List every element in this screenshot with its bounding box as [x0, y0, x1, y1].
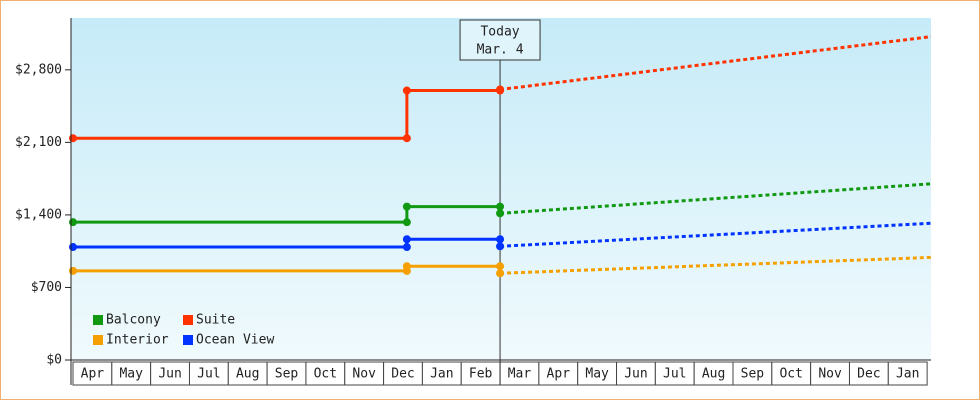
- x-tick-label: Jul: [663, 367, 686, 382]
- x-tick-label: Jan: [896, 367, 919, 382]
- forecast-point: [496, 209, 505, 218]
- forecast-line: [499, 182, 932, 215]
- x-tick-label: Feb: [469, 367, 493, 382]
- y-tick-label: $2,100: [15, 135, 62, 150]
- point: [69, 134, 77, 143]
- y-tick-label: $0: [46, 353, 62, 368]
- x-tick-label: Apr: [547, 367, 571, 382]
- point: [496, 202, 505, 211]
- x-tick-label: Oct: [779, 367, 802, 382]
- point: [69, 243, 77, 252]
- x-tick-label: Sep: [741, 367, 765, 382]
- forecast-point: [496, 85, 505, 94]
- x-tick-label: May: [119, 367, 143, 382]
- legend-swatch: [93, 315, 103, 325]
- forecast-line: [500, 255, 932, 275]
- legend-label: Ocean View: [196, 333, 274, 348]
- x-tick-label: Aug: [236, 367, 259, 382]
- today-label: Today: [480, 25, 519, 40]
- x-tick-label: May: [585, 367, 609, 382]
- x-tick-label: Apr: [81, 367, 105, 382]
- forecast-point: [496, 269, 505, 278]
- x-tick-label: Aug: [702, 367, 725, 382]
- x-tick-cell: [887, 361, 928, 386]
- legend-label: Suite: [196, 313, 235, 328]
- series-line: [73, 205, 501, 224]
- point: [402, 134, 411, 143]
- point: [496, 262, 505, 271]
- x-tick-label: Sep: [275, 367, 299, 382]
- forecast-point: [496, 242, 505, 251]
- point: [402, 86, 411, 95]
- point: [69, 266, 77, 275]
- legend-swatch: [183, 315, 193, 325]
- legend-label: Interior: [106, 333, 169, 348]
- point: [496, 235, 505, 244]
- forecast-line: [499, 221, 932, 248]
- y-tick-label: $1,400: [15, 207, 62, 222]
- legend-label: Balcony: [106, 313, 161, 328]
- today-box: [459, 19, 541, 61]
- point: [402, 235, 411, 244]
- point: [69, 218, 77, 227]
- point: [402, 202, 411, 211]
- series-line: [73, 89, 501, 140]
- legend-swatch: [93, 335, 103, 345]
- point: [402, 243, 411, 252]
- x-tick-label: Jun: [158, 367, 181, 382]
- x-tick-label: Oct: [314, 367, 337, 382]
- point: [402, 218, 411, 227]
- x-tick-label: Jan: [430, 367, 453, 382]
- plot-area: [71, 18, 931, 360]
- forecast-line: [499, 35, 932, 91]
- x-tick-label: Jul: [197, 367, 220, 382]
- x-tick-label: Nov: [818, 367, 842, 382]
- y-tick-label: $700: [31, 280, 62, 295]
- x-tick-label: Jun: [624, 367, 647, 382]
- y-tick-label: $2,800: [15, 62, 62, 77]
- legend-swatch: [183, 335, 193, 345]
- x-tick-label: Mar: [508, 367, 532, 382]
- point: [402, 262, 411, 271]
- x-tick-label: Dec: [391, 367, 414, 382]
- today-label: Mar. 4: [477, 43, 524, 58]
- x-tick-label: Nov: [352, 367, 376, 382]
- x-tick-label: Dec: [857, 367, 880, 382]
